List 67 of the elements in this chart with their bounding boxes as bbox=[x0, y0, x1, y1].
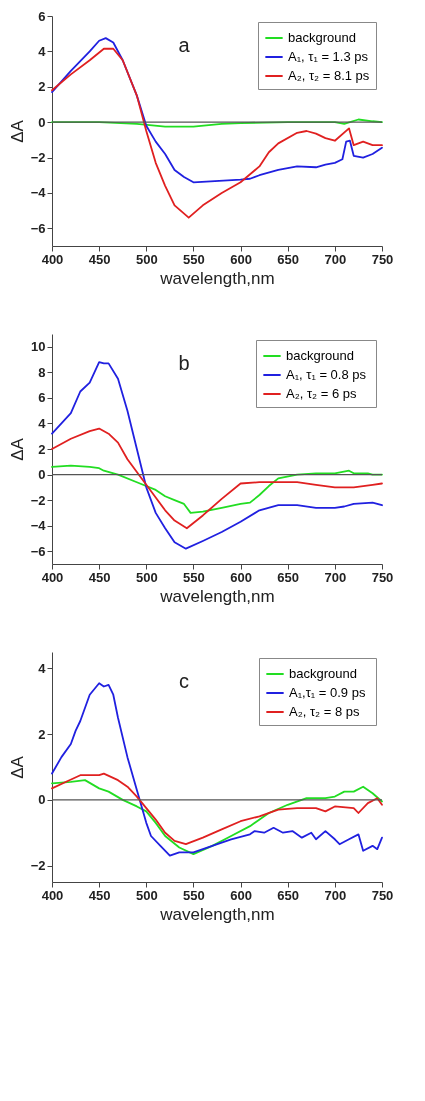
x-tick-label: 550 bbox=[183, 887, 205, 903]
y-axis-title: ΔA bbox=[7, 119, 27, 143]
y-tick-label: −4 bbox=[30, 185, 47, 201]
line-series bbox=[51, 118, 383, 128]
y-tick-label: 0 bbox=[38, 792, 46, 808]
x-tick-label: 500 bbox=[135, 569, 158, 585]
x-tick-label: 550 bbox=[183, 569, 205, 585]
legend-label: background bbox=[289, 666, 357, 681]
x-tick-label: 650 bbox=[277, 887, 300, 903]
legend-label: A₁,τ₁ = 0.9 ps bbox=[289, 685, 366, 700]
y-tick-label: 6 bbox=[38, 8, 46, 24]
y-tick-label: 2 bbox=[38, 441, 46, 457]
y-tick-label: 4 bbox=[38, 415, 47, 431]
x-tick-label: 400 bbox=[41, 569, 64, 585]
legend-label: A₁, τ₁ = 0.8 ps bbox=[286, 367, 367, 382]
x-tick-label: 650 bbox=[277, 569, 300, 585]
x-tick-label: 450 bbox=[88, 251, 111, 267]
legend-label: A₂, τ₂ = 6 ps bbox=[286, 386, 358, 401]
y-tick-label: 2 bbox=[38, 79, 46, 95]
x-tick-label: 750 bbox=[371, 887, 394, 903]
y-tick-label: −2 bbox=[30, 150, 46, 166]
x-tick-label: 600 bbox=[230, 251, 252, 267]
legend-label: background bbox=[286, 348, 354, 363]
x-tick-label: 400 bbox=[41, 251, 64, 267]
line-series bbox=[51, 772, 383, 846]
legend-label: background bbox=[288, 30, 356, 45]
y-tick-label: 4 bbox=[38, 43, 47, 59]
legend-label: A₁, τ₁ = 1.3 ps bbox=[288, 49, 369, 64]
x-tick-label: 750 bbox=[371, 569, 394, 585]
y-tick-label: 2 bbox=[38, 726, 46, 742]
annotation: a bbox=[178, 33, 191, 56]
line-series bbox=[51, 427, 383, 530]
line-series bbox=[51, 464, 383, 514]
x-tick-label: 700 bbox=[324, 251, 347, 267]
x-tick-label: 700 bbox=[324, 887, 347, 903]
x-tick-label: 500 bbox=[135, 887, 158, 903]
y-axis-title: ΔA bbox=[7, 755, 27, 779]
y-tick-label: 10 bbox=[31, 339, 46, 355]
x-tick-label: 400 bbox=[41, 887, 64, 903]
y-tick-label: −2 bbox=[30, 858, 46, 874]
y-tick-label: 8 bbox=[38, 364, 46, 380]
y-tick-label: −4 bbox=[30, 518, 47, 534]
x-axis-title: wavelength,nm bbox=[159, 904, 275, 924]
y-tick-label: 6 bbox=[38, 390, 46, 406]
x-tick-label: 700 bbox=[324, 569, 347, 585]
x-tick-label: 550 bbox=[183, 251, 205, 267]
legend-label: A₂, τ₂ = 8 ps bbox=[289, 704, 361, 719]
x-tick-label: 500 bbox=[135, 251, 158, 267]
line-series bbox=[51, 779, 383, 855]
legend-label: A₂, τ₂ = 8.1 ps bbox=[288, 68, 370, 83]
x-tick-label: 750 bbox=[371, 251, 394, 267]
x-axis-title: wavelength,nm bbox=[159, 586, 275, 606]
y-tick-label: 0 bbox=[38, 467, 46, 483]
y-tick-label: −6 bbox=[30, 543, 46, 559]
x-tick-label: 600 bbox=[230, 569, 252, 585]
y-axis-title: ΔA bbox=[7, 437, 27, 461]
y-tick-label: 0 bbox=[38, 114, 46, 130]
x-tick-label: 600 bbox=[230, 887, 252, 903]
annotation: b bbox=[178, 351, 190, 374]
x-axis-title: wavelength,nm bbox=[159, 268, 275, 288]
y-tick-label: −2 bbox=[30, 492, 46, 508]
x-tick-label: 450 bbox=[88, 887, 111, 903]
x-tick-label: 450 bbox=[88, 569, 111, 585]
annotation: c bbox=[179, 669, 189, 692]
y-tick-label: 4 bbox=[38, 660, 47, 676]
y-tick-label: −6 bbox=[30, 220, 46, 236]
x-tick-label: 650 bbox=[277, 251, 300, 267]
